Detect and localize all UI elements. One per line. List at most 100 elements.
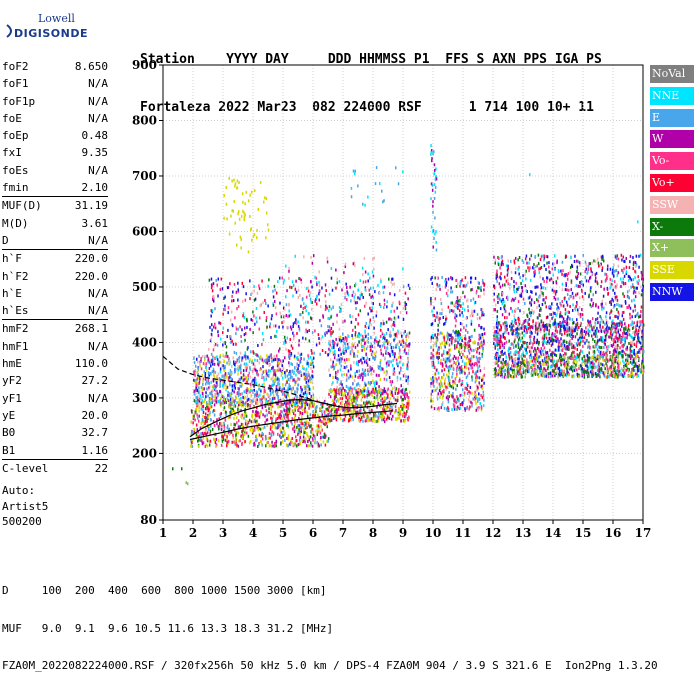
- echo-point: [480, 394, 482, 397]
- echo-point: [350, 403, 352, 406]
- echo-point: [303, 302, 305, 305]
- echo-point: [268, 359, 270, 362]
- echo-point: [212, 289, 214, 292]
- echo-point: [407, 376, 409, 379]
- echo-point: [396, 362, 398, 365]
- echo-point: [341, 357, 343, 360]
- echo-point: [256, 307, 257, 310]
- echo-point: [400, 390, 402, 393]
- echo-point: [384, 378, 386, 381]
- echo-point: [367, 364, 369, 367]
- echo-point: [282, 389, 284, 392]
- echo-point: [271, 377, 273, 380]
- echo-point: [220, 412, 222, 415]
- echo-point: [461, 383, 463, 386]
- echo-point: [461, 366, 463, 369]
- echo-point: [469, 395, 471, 398]
- echo-point: [466, 388, 468, 391]
- echo-point: [230, 423, 232, 426]
- echo-point: [437, 339, 439, 342]
- echo-point: [406, 344, 408, 347]
- echo-point: [357, 355, 359, 358]
- echo-point: [378, 419, 380, 422]
- echo-point: [362, 420, 364, 423]
- echo-point: [280, 414, 282, 417]
- echo-point: [209, 405, 211, 408]
- echo-point: [336, 410, 338, 413]
- echo-point: [388, 318, 390, 321]
- echo-point: [398, 391, 400, 394]
- echo-point: [371, 301, 373, 304]
- echo-point: [297, 379, 299, 382]
- echo-point: [643, 324, 645, 327]
- echo-point: [273, 325, 275, 328]
- echo-point: [407, 297, 409, 300]
- echo-point: [202, 380, 204, 383]
- echo-point: [464, 366, 466, 369]
- echo-point: [408, 396, 410, 399]
- echo-point: [461, 339, 463, 342]
- echo-point: [319, 299, 321, 302]
- echo-point: [482, 308, 484, 311]
- echo-point: [436, 369, 438, 372]
- echo-point: [402, 339, 404, 342]
- echo-point: [238, 431, 240, 434]
- echo-point: [231, 365, 233, 368]
- echo-point: [289, 401, 291, 404]
- echo-point: [456, 369, 458, 372]
- echo-point: [330, 340, 332, 343]
- echo-point: [339, 383, 341, 386]
- echo-point: [356, 391, 358, 394]
- echo-point: [576, 332, 578, 335]
- echo-point: [305, 401, 307, 404]
- echo-point: [277, 433, 279, 436]
- echo-point: [442, 376, 444, 379]
- echo-point: [334, 353, 336, 356]
- echo-point: [262, 437, 264, 440]
- echo-point: [307, 440, 309, 443]
- echo-point: [599, 338, 601, 341]
- echo-point: [310, 413, 312, 416]
- echo-point: [243, 378, 245, 381]
- echo-point: [374, 352, 376, 355]
- echo-point: [431, 393, 433, 396]
- echo-point: [483, 404, 485, 407]
- echo-point: [476, 362, 478, 365]
- echo-point: [467, 392, 469, 395]
- echo-point: [237, 179, 239, 182]
- echo-point: [272, 444, 274, 447]
- echo-point: [370, 336, 372, 339]
- echo-point: [465, 276, 467, 279]
- echo-point: [302, 401, 304, 404]
- echo-point: [255, 414, 256, 417]
- echo-point: [463, 326, 465, 329]
- echo-point: [204, 432, 206, 435]
- echo-point: [288, 309, 290, 312]
- echo-point: [615, 345, 617, 348]
- echo-point: [209, 361, 211, 364]
- echo-point: [254, 365, 256, 368]
- echo-point: [289, 314, 291, 317]
- echo-point: [389, 397, 391, 400]
- echo-point: [285, 339, 287, 342]
- echo-point: [235, 343, 237, 346]
- echo-point: [430, 396, 432, 399]
- echo-point: [300, 313, 302, 316]
- echo-point: [359, 384, 361, 387]
- echo-point: [390, 331, 392, 334]
- echo-point: [212, 428, 214, 431]
- echo-point: [357, 296, 359, 299]
- echo-point: [238, 391, 240, 394]
- echo-point: [301, 371, 303, 374]
- echo-point: [292, 332, 294, 335]
- echo-point: [494, 356, 496, 359]
- echo-point: [430, 302, 432, 305]
- echo-point: [437, 397, 439, 400]
- echo-point: [320, 419, 322, 422]
- echo-point: [341, 339, 343, 342]
- echo-point: [283, 367, 285, 370]
- echo-point: [586, 354, 588, 357]
- echo-point: [409, 332, 411, 335]
- echo-point: [212, 284, 214, 287]
